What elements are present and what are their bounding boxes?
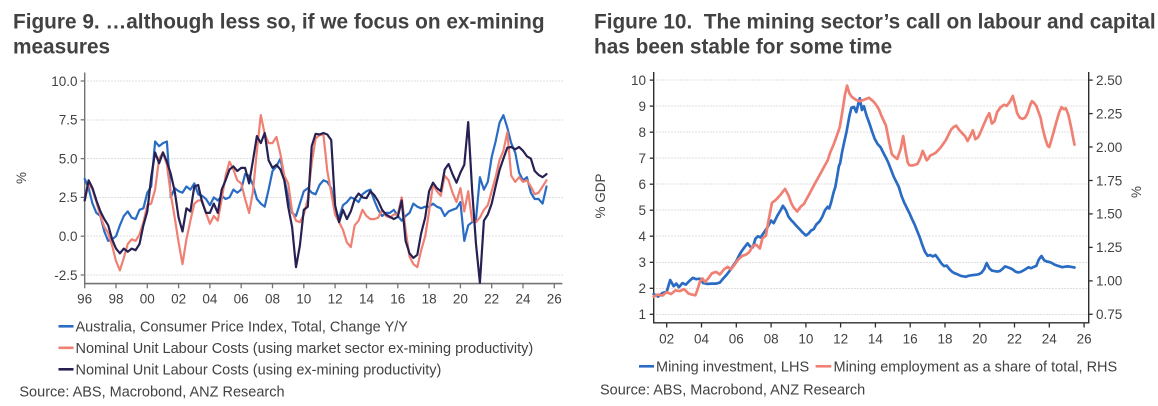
svg-text:08: 08	[764, 332, 779, 347]
svg-text:12: 12	[833, 332, 848, 347]
svg-text:Mining investment, LHS: Mining investment, LHS	[656, 359, 809, 375]
svg-text:Mining employment as a share o: Mining employment as a share of total, R…	[834, 359, 1118, 375]
svg-text:8: 8	[638, 125, 646, 140]
svg-text:06: 06	[234, 292, 249, 307]
svg-text:10: 10	[296, 292, 311, 307]
svg-text:14: 14	[359, 292, 375, 307]
svg-text:Australia, Consumer Price Inde: Australia, Consumer Price Index, Total, …	[76, 319, 409, 335]
svg-text:06: 06	[729, 332, 744, 347]
svg-text:26: 26	[1077, 332, 1092, 347]
svg-text:9: 9	[638, 99, 646, 114]
svg-text:Nominal Unit Labour Costs (usi: Nominal Unit Labour Costs (using ex-mini…	[76, 362, 442, 378]
svg-text:96: 96	[77, 292, 92, 307]
svg-text:0.0: 0.0	[59, 229, 78, 244]
svg-text:18: 18	[937, 332, 952, 347]
svg-text:1.25: 1.25	[1096, 240, 1122, 255]
svg-text:02: 02	[659, 332, 674, 347]
svg-text:00: 00	[140, 292, 155, 307]
svg-text:22: 22	[484, 292, 499, 307]
svg-text:98: 98	[108, 292, 123, 307]
svg-text:2.25: 2.25	[1096, 106, 1122, 121]
svg-text:20: 20	[972, 332, 987, 347]
svg-text:3: 3	[638, 255, 646, 270]
svg-text:18: 18	[422, 292, 437, 307]
svg-text:%: %	[1129, 186, 1144, 198]
svg-text:12: 12	[328, 292, 343, 307]
svg-text:1.00: 1.00	[1096, 274, 1122, 289]
svg-text:16: 16	[390, 292, 405, 307]
svg-text:4: 4	[638, 229, 646, 244]
svg-text:22: 22	[1007, 332, 1022, 347]
svg-text:10: 10	[631, 73, 646, 88]
svg-text:02: 02	[171, 292, 186, 307]
svg-text:7.5: 7.5	[59, 113, 78, 128]
svg-text:Figure 9. …although less so, i: Figure 9. …although less so, if we focus…	[13, 11, 545, 34]
svg-text:2.5: 2.5	[59, 190, 78, 205]
svg-text:2.00: 2.00	[1096, 140, 1122, 155]
svg-text:26: 26	[547, 292, 562, 307]
svg-text:10.0: 10.0	[51, 74, 77, 89]
svg-text:1.75: 1.75	[1096, 173, 1122, 188]
svg-text:7: 7	[638, 151, 646, 166]
svg-text:2: 2	[638, 281, 646, 296]
svg-text:04: 04	[694, 332, 710, 347]
svg-text:24: 24	[1042, 332, 1058, 347]
svg-text:measures: measures	[13, 36, 110, 59]
svg-text:24: 24	[515, 292, 531, 307]
svg-text:1: 1	[638, 307, 646, 322]
svg-text:%: %	[14, 172, 29, 184]
svg-text:20: 20	[453, 292, 468, 307]
svg-text:04: 04	[202, 292, 218, 307]
svg-text:14: 14	[868, 332, 884, 347]
svg-text:5.0: 5.0	[59, 151, 78, 166]
svg-text:6: 6	[638, 177, 646, 192]
svg-text:Source: ABS, Macrobond, ANZ Re: Source: ABS, Macrobond, ANZ Research	[600, 383, 865, 399]
svg-text:16: 16	[903, 332, 918, 347]
svg-text:% GDP: % GDP	[593, 173, 608, 218]
svg-text:5: 5	[638, 203, 646, 218]
svg-text:-2.5: -2.5	[54, 268, 77, 283]
svg-text:Nominal Unit Labour Costs (usi: Nominal Unit Labour Costs (using market …	[76, 341, 534, 357]
svg-text:10: 10	[798, 332, 813, 347]
svg-text:Source: ABS, Macrobond, ANZ Re: Source: ABS, Macrobond, ANZ Research	[19, 385, 284, 401]
svg-text:2.50: 2.50	[1096, 73, 1122, 88]
svg-text:0.75: 0.75	[1096, 307, 1122, 322]
svg-text:Figure 10. The mining sector’: Figure 10. The mining sector’s call on l…	[594, 11, 1156, 34]
svg-text:08: 08	[265, 292, 280, 307]
svg-text:has been stable for some time: has been stable for some time	[594, 36, 892, 59]
svg-text:1.50: 1.50	[1096, 207, 1122, 222]
